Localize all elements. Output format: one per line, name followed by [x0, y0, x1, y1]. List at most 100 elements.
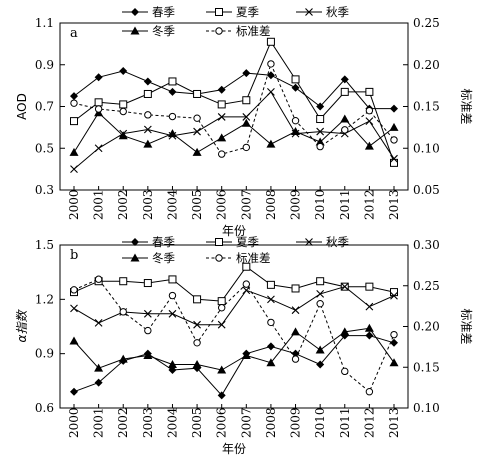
data-point: [70, 99, 78, 107]
data-point: [168, 112, 177, 121]
data-point: [217, 304, 226, 312]
y-tick-label: 1.2: [35, 292, 54, 306]
data-point: [94, 378, 103, 387]
data-point: [168, 77, 177, 86]
data-point: [266, 37, 275, 46]
data-point: [143, 139, 153, 148]
y2-tick-label: 0.25: [413, 279, 440, 293]
x-axis-title: 年份: [222, 442, 246, 456]
series-line: [73, 40, 395, 164]
series-line: [73, 265, 395, 302]
data-point: [390, 330, 398, 339]
data-point: [119, 308, 127, 316]
y-axis-title: AOD: [15, 93, 29, 120]
legend-marker: [305, 8, 313, 16]
data-point: [266, 342, 275, 351]
x-tick-label: 2013: [387, 189, 401, 220]
data-point: [389, 358, 399, 367]
x-tick-label: 2005: [190, 189, 204, 220]
y2-axis-title: 标准差: [459, 308, 473, 344]
data-point: [266, 71, 275, 80]
series-秋季: [70, 282, 398, 329]
legend-marker: [215, 254, 223, 262]
series-标准差: [70, 60, 398, 158]
data-point: [70, 117, 78, 126]
x-tick-label: 2011: [338, 407, 352, 438]
x-tick-label: 2004: [165, 189, 179, 220]
data-point: [390, 338, 398, 347]
series-春季: [70, 67, 398, 113]
data-point: [168, 275, 177, 284]
legend-marker: [305, 238, 313, 246]
x-tick-label: 2003: [141, 407, 155, 438]
data-point: [119, 107, 127, 116]
data-point: [242, 69, 251, 78]
data-point: [242, 143, 251, 152]
legend-marker: [130, 253, 140, 262]
data-point: [119, 100, 128, 109]
data-point: [340, 87, 349, 96]
x-tick-label: 2000: [67, 189, 81, 220]
legend-item: 冬季: [122, 251, 175, 265]
data-point: [365, 302, 374, 311]
data-point: [291, 127, 301, 136]
data-point: [118, 131, 128, 140]
data-point: [242, 280, 251, 288]
series-line: [73, 286, 395, 326]
x-tick-label: 2006: [215, 407, 229, 438]
data-point: [291, 83, 300, 92]
x-tick-label: 2008: [264, 407, 278, 438]
legend-label: 秋季: [326, 5, 349, 19]
series-line: [73, 62, 395, 155]
data-point: [94, 73, 103, 82]
legend-marker: [215, 27, 223, 35]
x-tick-label: 2006: [215, 189, 229, 220]
data-point: [390, 104, 398, 113]
data-point: [241, 118, 251, 127]
data-point: [365, 282, 374, 291]
legend-label: 标准差: [236, 251, 271, 265]
data-point: [69, 147, 79, 156]
data-point: [390, 288, 398, 297]
y-tick-label: 0.9: [35, 347, 54, 361]
data-point: [217, 365, 227, 374]
data-point: [291, 327, 301, 336]
legend-marker: [215, 238, 223, 246]
data-point: [242, 96, 251, 105]
data-point: [94, 363, 104, 372]
data-point: [340, 327, 350, 336]
x-tick-label: 2000: [67, 407, 81, 438]
data-point: [316, 360, 325, 369]
data-point: [144, 111, 152, 119]
data-point: [365, 87, 374, 96]
data-point: [143, 309, 152, 318]
legend-label: 标准差: [236, 24, 271, 38]
x-tick-label: 2007: [239, 189, 253, 220]
y-tick-label: 0.9: [35, 58, 54, 72]
data-point: [193, 114, 201, 122]
x-tick-label: 2005: [190, 407, 204, 438]
y-tick-label: 0.5: [35, 141, 54, 155]
legend-item: 夏季: [206, 5, 259, 19]
data-point: [291, 306, 300, 315]
legend-item: 夏季: [206, 235, 259, 249]
data-point: [193, 295, 202, 304]
data-point: [340, 282, 349, 291]
data-point: [390, 154, 398, 163]
data-point: [316, 277, 325, 286]
data-point: [389, 122, 399, 131]
y2-tick-label: 0.20: [413, 320, 440, 334]
data-point: [94, 275, 103, 283]
data-point: [267, 295, 275, 304]
legend-marker: [131, 238, 139, 246]
data-point: [291, 355, 300, 363]
series-line: [73, 70, 394, 110]
y2-tick-label: 0.05: [413, 183, 440, 197]
data-point: [167, 360, 177, 369]
x-tick-label: 2003: [141, 189, 155, 220]
data-point: [94, 318, 103, 327]
data-point: [143, 89, 152, 98]
plot-frame: [59, 22, 409, 191]
data-point: [291, 75, 300, 84]
